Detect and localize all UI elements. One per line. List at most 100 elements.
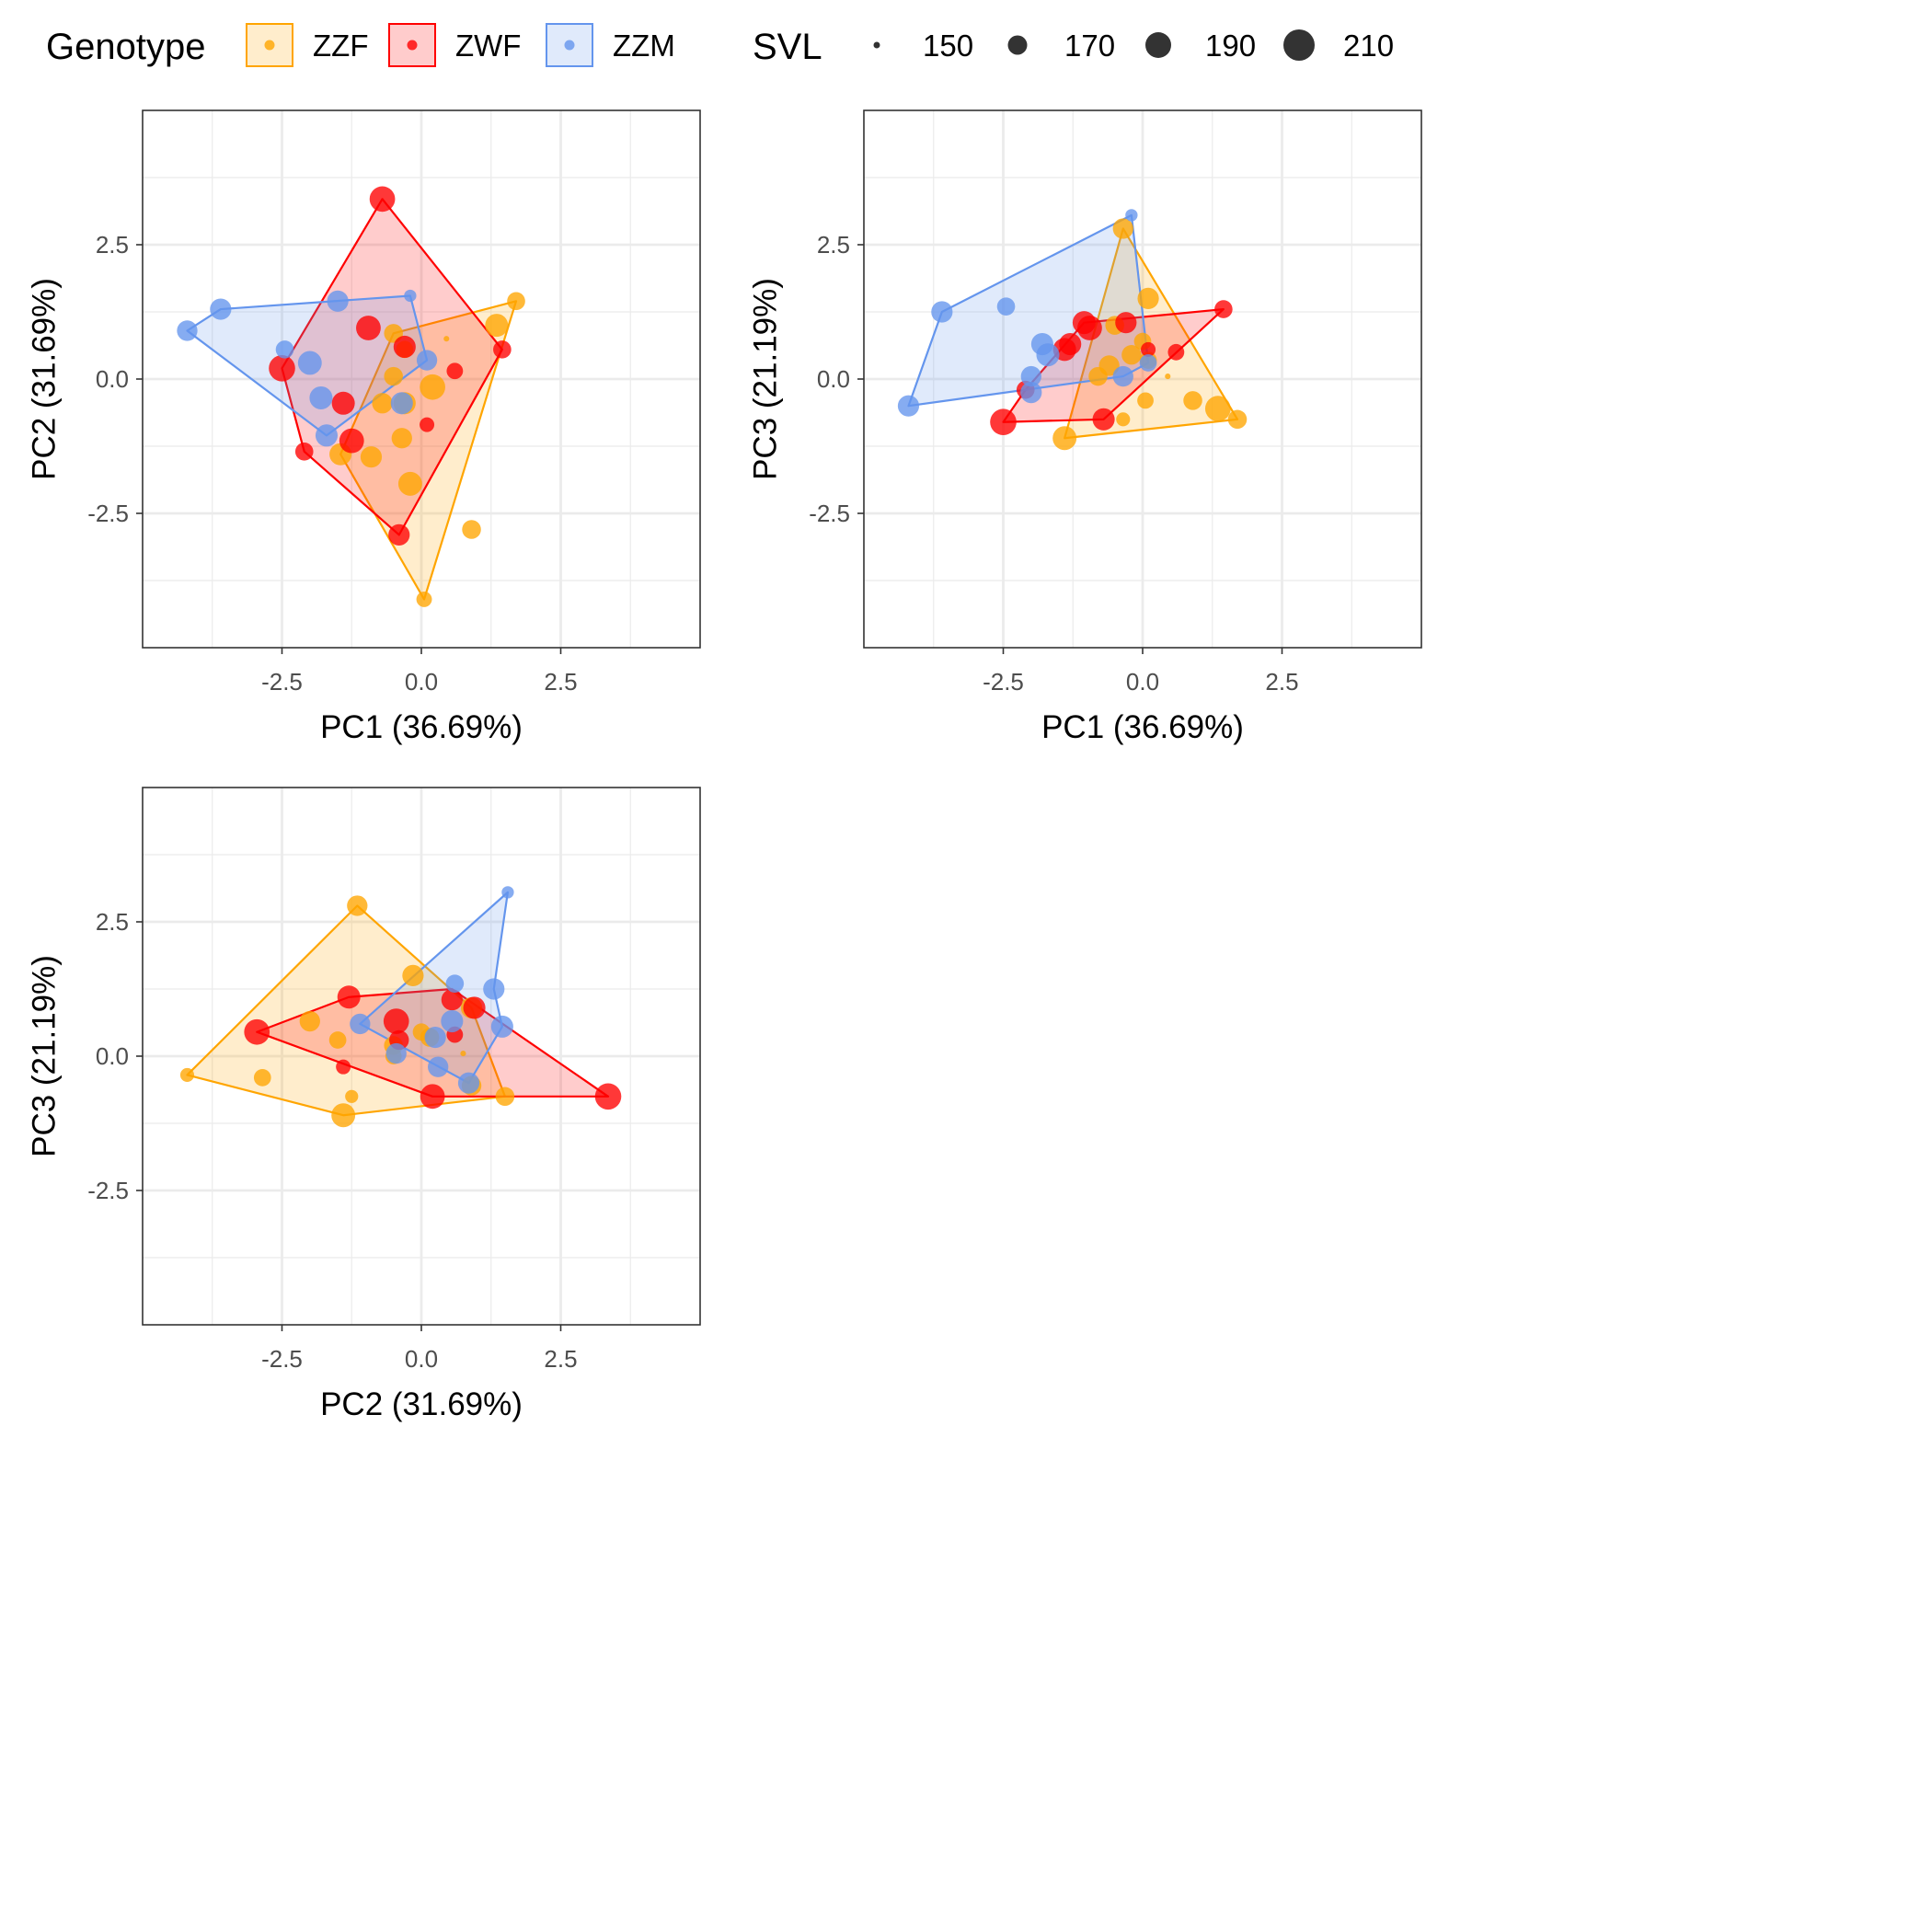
point-zwf: [493, 340, 512, 359]
legend-key-zzf: [246, 23, 293, 67]
point-zzm: [501, 886, 514, 899]
point-zzf: [1137, 287, 1159, 309]
grid: [143, 788, 700, 1325]
legend-svl-label-190: 190: [1205, 29, 1256, 63]
point-zzm: [416, 350, 438, 371]
legend-key-zzf-dot: [264, 40, 275, 51]
x-tick-label: -2.5: [983, 668, 1024, 696]
point-zwf: [463, 996, 486, 1019]
legend: Genotype ZZF ZWF ZZM SVL 150 170 190 210: [46, 23, 1394, 67]
point-zzm: [404, 289, 417, 303]
legend-svl-dot-170: [1007, 35, 1028, 55]
point-zwf: [388, 523, 410, 546]
y-tick-label: -2.5: [87, 500, 129, 527]
point-zzm: [297, 351, 322, 375]
point-zzm: [385, 1042, 407, 1064]
point-zwf: [294, 443, 314, 461]
point-zzf: [420, 374, 445, 400]
point-zzm: [996, 297, 1016, 316]
point-zwf: [244, 1018, 270, 1045]
point-zzm: [428, 1056, 449, 1077]
point-zwf: [336, 1059, 351, 1075]
series-zzm: [897, 209, 1157, 417]
legend-svl-dot-150: [873, 41, 880, 49]
point-zzm: [327, 290, 349, 312]
legend-svl-label-170: 170: [1064, 29, 1115, 63]
point-zzf: [1116, 412, 1131, 427]
point-zwf: [420, 417, 435, 432]
point-zwf: [446, 362, 464, 380]
legend-label-zzf: ZZF: [313, 29, 368, 63]
point-zwf: [1141, 341, 1156, 357]
y-tick-label: -2.5: [809, 500, 850, 527]
point-zzm: [483, 978, 505, 1000]
point-zzf: [1088, 366, 1108, 386]
panel-pc1-pc2: -2.5 0.0 2.5 2.5 0.0 -2.5 PC1 (36.69%) PC2 (31.…: [26, 109, 701, 745]
point-zwf: [369, 186, 396, 213]
legend-svl-label-150: 150: [923, 29, 973, 63]
x-tick-label: 2.5: [544, 668, 577, 696]
point-zwf: [594, 1083, 622, 1110]
x-tick-label: 2.5: [1265, 668, 1298, 696]
point-zwf: [1214, 300, 1233, 318]
legend-svl-dot-210: [1283, 29, 1315, 61]
pca-figure: Genotype ZZF ZWF ZZM SVL 150 170 190 210…: [26, 23, 1422, 1422]
point-zzf: [1137, 392, 1154, 409]
point-zwf: [1077, 316, 1102, 340]
point-zwf: [383, 1008, 409, 1034]
point-zzm: [424, 1026, 446, 1049]
point-zzm: [315, 424, 339, 447]
y-tick-label: 0.0: [817, 365, 850, 393]
point-zzm: [1125, 209, 1138, 222]
legend-label-zwf: ZWF: [455, 29, 521, 63]
point-zzm: [490, 1015, 513, 1038]
point-zzf: [1121, 345, 1142, 365]
point-zzf: [372, 393, 393, 414]
y-tick-label: -2.5: [87, 1177, 129, 1204]
legend-svl-dot-190: [1145, 32, 1171, 58]
series-zzm: [350, 886, 514, 1094]
legend-key-zzm-dot: [564, 40, 575, 51]
x-tick-label: 0.0: [1126, 668, 1159, 696]
point-zwf: [337, 985, 361, 1009]
point-zzf: [328, 1031, 347, 1049]
y-tick-label: 0.0: [96, 1042, 129, 1070]
point-zzm: [1036, 343, 1060, 367]
legend-label-zzm: ZZM: [613, 29, 675, 63]
y-axis-title: PC2 (31.69%): [26, 278, 62, 480]
point-zzm: [1020, 365, 1041, 387]
x-axis-title: PC1 (36.69%): [320, 709, 523, 745]
legend-svl-label-210: 210: [1343, 29, 1394, 63]
point-zzm: [309, 385, 333, 409]
panel-pc2-pc3: -2.5 0.0 2.5 2.5 0.0 -2.5 PC2 (31.69%) PC3 (21.…: [26, 787, 701, 1422]
point-zzf: [345, 1089, 359, 1103]
point-zzf: [1165, 374, 1171, 380]
point-zzf: [1183, 391, 1202, 410]
point-zzf: [299, 1010, 320, 1032]
y-tick-label: 2.5: [96, 231, 129, 259]
point-zzf: [495, 1087, 515, 1107]
point-zzm: [897, 395, 920, 417]
x-tick-label: 0.0: [405, 668, 438, 696]
point-zzf: [462, 520, 481, 539]
point-zzm: [457, 1072, 480, 1094]
y-tick-label: 2.5: [96, 908, 129, 936]
point-zzf: [384, 366, 403, 386]
x-tick-label: 0.0: [405, 1345, 438, 1373]
point-zwf: [1115, 312, 1137, 334]
point-zzm: [390, 392, 413, 415]
x-axis-title: PC1 (36.69%): [1041, 709, 1244, 745]
point-zzf: [391, 428, 412, 449]
y-tick-label: 0.0: [96, 365, 129, 393]
point-zzf: [443, 336, 450, 342]
x-tick-label: -2.5: [261, 668, 303, 696]
point-zzm: [931, 301, 953, 323]
point-zzf: [1227, 409, 1248, 430]
point-zzm: [350, 1013, 371, 1035]
panel-pc1-pc3: -2.5 0.0 2.5 2.5 0.0 -2.5 PC1 (36.69%) PC3 (21.…: [747, 109, 1422, 745]
series-zwf: [269, 186, 512, 546]
legend-key-zwf-dot: [407, 40, 418, 51]
point-zwf: [269, 355, 295, 382]
point-zzf: [360, 446, 383, 468]
point-zzf: [416, 591, 432, 607]
